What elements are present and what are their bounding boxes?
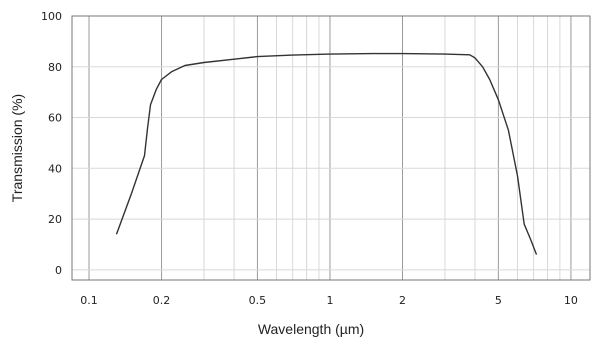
y-tick-label: 40 <box>48 162 62 175</box>
y-tick-label: 0 <box>55 264 62 277</box>
y-tick-label: 20 <box>48 213 62 226</box>
x-tick-label: 0.1 <box>80 294 98 307</box>
plot-frame <box>71 15 591 281</box>
series-layer <box>115 52 538 255</box>
x-tick-label: 10 <box>564 294 578 307</box>
x-tick-label: 0.2 <box>153 294 171 307</box>
x-tick-labels: 0.1 0.2 0.5 1 2 5 10 <box>80 294 578 307</box>
y-tick-labels: 0 20 40 60 80 100 <box>41 10 62 277</box>
x-tick-label: 2 <box>399 294 406 307</box>
x-tick-label: 0.5 <box>249 294 267 307</box>
y-tick-label: 60 <box>48 112 62 125</box>
transmission-curve <box>115 52 538 255</box>
x-axis-title: Wavelength (µm) <box>258 321 364 337</box>
y-axis-title: Transmission (%) <box>9 94 25 202</box>
minor-grid <box>203 16 561 280</box>
x-tick-label: 5 <box>495 294 502 307</box>
y-tick-label: 80 <box>48 61 62 74</box>
y-tick-label: 100 <box>41 10 62 23</box>
x-tick-label: 1 <box>326 294 333 307</box>
